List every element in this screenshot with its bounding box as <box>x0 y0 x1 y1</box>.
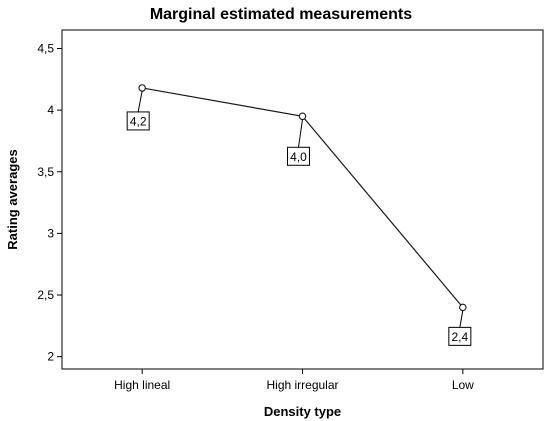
y-axis: 2 2,5 3 3,5 4 4,5 <box>37 41 62 364</box>
data-point <box>138 84 146 92</box>
x-tick-label: Low <box>452 378 474 392</box>
data-point <box>459 303 467 312</box>
data-series <box>138 84 467 312</box>
data-label-box <box>287 146 310 166</box>
data-label-box <box>448 326 472 346</box>
x-axis-title: Density type <box>264 404 341 419</box>
y-tick-label: 4,5 <box>37 41 54 55</box>
data-label-leader <box>459 310 464 328</box>
x-axis: High lineal High irregular Low <box>114 369 474 392</box>
x-tick-label: High irregular <box>266 378 338 392</box>
chart-title: Marginal estimated measurements <box>150 6 412 23</box>
y-tick-label: 2 <box>47 350 54 364</box>
y-tick-label: 4 <box>47 103 54 117</box>
data-label: 4,0 <box>290 150 307 164</box>
data-point <box>298 112 307 121</box>
data-label: 2,4 <box>451 330 468 344</box>
data-labels: 4,2 4,0 2,4 <box>126 90 472 346</box>
data-label-box <box>126 111 150 131</box>
data-label-leader <box>298 119 303 148</box>
data-label-leader <box>137 90 143 113</box>
data-label: 4,2 <box>130 114 147 128</box>
plot-area-frame <box>61 29 544 370</box>
x-tick-label: High lineal <box>114 378 170 392</box>
y-tick-label: 2,5 <box>37 288 54 302</box>
y-tick-label: 3 <box>47 226 54 240</box>
y-tick-label: 3,5 <box>37 165 54 179</box>
y-axis-title: Rating averages <box>5 149 20 249</box>
